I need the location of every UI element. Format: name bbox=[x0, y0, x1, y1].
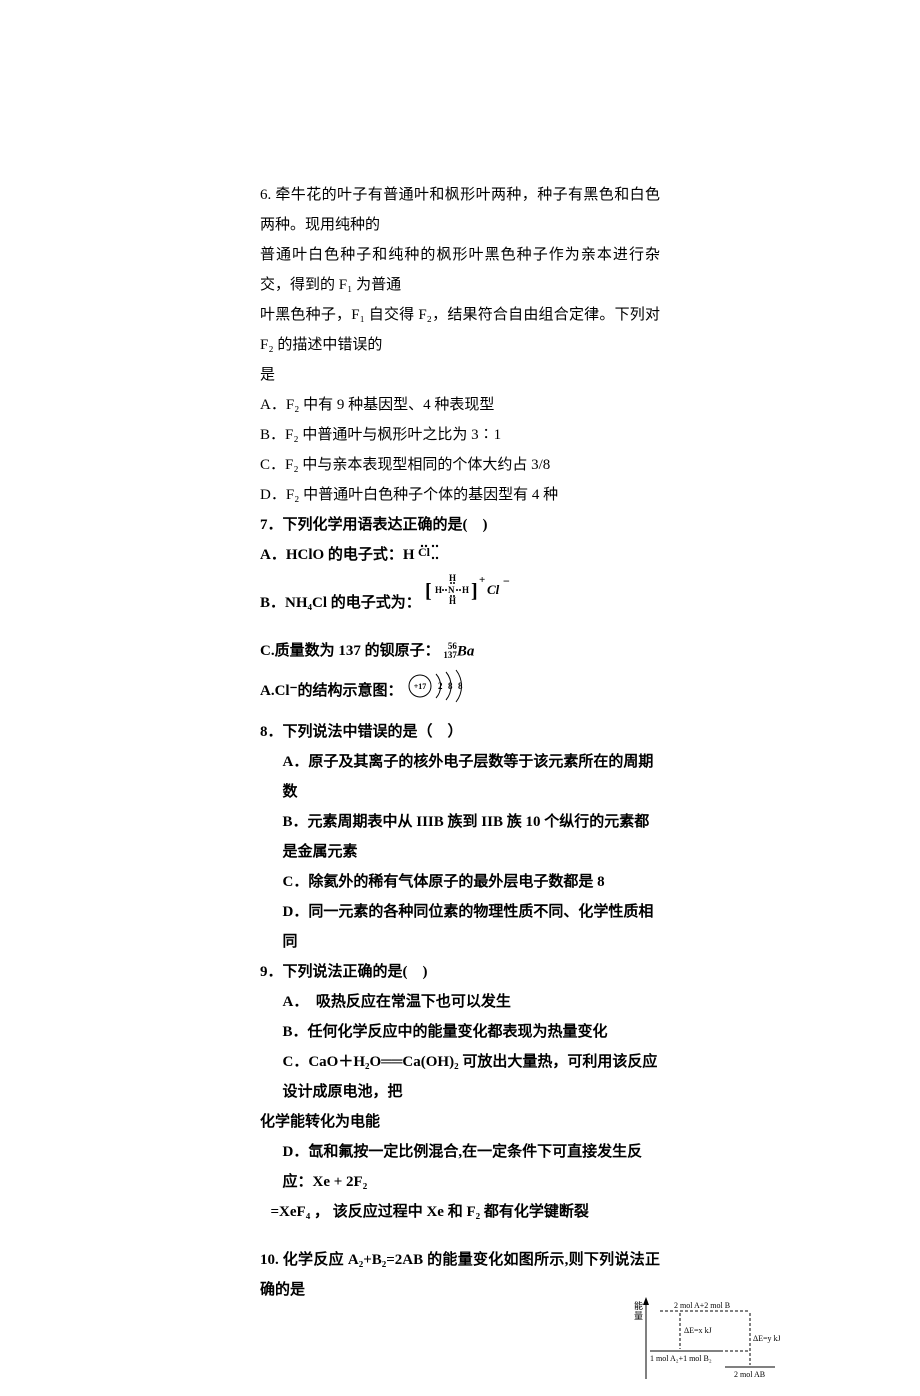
svg-text:8: 8 bbox=[458, 681, 463, 691]
q9-opt-d-2: =XeF₄ ， 该反应过程中 Xe 和 F₂ 都有化学键断裂 bbox=[260, 1197, 660, 1227]
q6-stem-2: 普通叶白色种子和纯种的枫形叶黑色种子作为亲本进行杂交，得到的 F₁ 为普通 bbox=[260, 240, 660, 300]
svg-text:1 mol A₂+1 mol B₂: 1 mol A₂+1 mol B₂ bbox=[650, 1354, 712, 1363]
svg-text:能: 能 bbox=[634, 1300, 643, 1311]
nh4cl-formula-icon: [ H H N H H ] + Cl − bbox=[425, 571, 535, 607]
isotope-element: Ba bbox=[457, 643, 475, 659]
q8-opt-c: C．除氦外的稀有气体原子的最外层电子数都是 8 bbox=[260, 867, 660, 897]
svg-text:Cl: Cl bbox=[418, 545, 431, 559]
q6-stem-1: 6. 牵牛花的叶子有普通叶和枫形叶两种，种子有黑色和白色两种。现用纯种的 bbox=[260, 180, 660, 240]
q9-stem: 9．下列说法正确的是( ) bbox=[260, 957, 660, 987]
q6-opt-b: B．F₂ 中普通叶与枫形叶之比为 3∶1 bbox=[260, 420, 660, 450]
svg-text:H: H bbox=[449, 573, 456, 583]
q7-opt-b-text: B．NH₄Cl 的电子式为： bbox=[260, 595, 421, 611]
q6-opt-a: A．F₂ 中有 9 种基因型、4 种表现型 bbox=[260, 390, 660, 420]
q6-stem-3: 叶黑色种子，F₁ 自交得 F₂，结果符合自由组合定律。下列对 F₂ 的描述中错误… bbox=[260, 300, 660, 360]
q7-stem: 7．下列化学用语表达正确的是( ) bbox=[260, 510, 660, 540]
q7-opt-d: A.Cl⁻的结构示意图： +17 2 8 8 bbox=[260, 666, 660, 717]
svg-text:H: H bbox=[435, 585, 442, 595]
svg-text:Cl: Cl bbox=[487, 582, 500, 597]
svg-text:量: 量 bbox=[634, 1311, 643, 1321]
q8-stem: 8．下列说法中错误的是（ ） bbox=[260, 717, 660, 747]
isotope-num: 137 bbox=[443, 650, 457, 660]
q9-opt-b: B．任何化学反应中的能量变化都表现为热量变化 bbox=[260, 1017, 660, 1047]
q9-opt-d-1: D．氙和氟按一定比例混合,在一定条件下可直接发生反应：Xe + 2F₂ bbox=[260, 1137, 660, 1197]
svg-text:ΔE=x kJ: ΔE=x kJ bbox=[684, 1326, 712, 1335]
atom-structure-icon: +17 2 8 8 bbox=[406, 666, 468, 717]
svg-text:2: 2 bbox=[438, 681, 443, 691]
q6-opt-d: D．F₂ 中普通叶白色种子个体的基因型有 4 种 bbox=[260, 480, 660, 510]
q8-opt-d: D．同一元素的各种同位素的物理性质不同、化学性质相同 bbox=[260, 897, 660, 957]
q6-opt-c: C．F₂ 中与亲本表现型相同的个体大约占 3/8 bbox=[260, 450, 660, 480]
q6-stem-4: 是 bbox=[260, 360, 660, 390]
svg-text:+17: +17 bbox=[414, 682, 427, 691]
svg-text:2 mol A+2 mol B: 2 mol A+2 mol B bbox=[674, 1301, 730, 1310]
energy-diagram: 能量 2 mol A+2 mol B 1 mol A₂+1 mol B₂ 2 mol … bbox=[630, 1295, 780, 1396]
svg-text:[: [ bbox=[425, 580, 432, 602]
svg-text:ΔE=y kJ: ΔE=y kJ bbox=[753, 1334, 780, 1343]
q7-opt-b: B．NH₄Cl 的电子式为： [ H H N H H ] + Cl − bbox=[260, 571, 660, 618]
isotope-symbol: 56 137 Ba bbox=[443, 636, 474, 667]
q7-opt-c-text: C.质量数为 137 的钡原子： bbox=[260, 643, 440, 659]
q7-opt-a-text: A．HClO 的电子式：H bbox=[260, 547, 415, 563]
svg-text:]: ] bbox=[471, 580, 478, 602]
q9-opt-a: A． 吸热反应在常温下也可以发生 bbox=[260, 987, 660, 1017]
svg-text:+: + bbox=[479, 574, 485, 586]
q10-stem: 10. 化学反应 A₂+B₂=2AB 的能量变化如图所示,则下列说法正确的是 bbox=[260, 1245, 660, 1305]
q7-opt-c: C.质量数为 137 的钡原子： 56 137 Ba bbox=[260, 636, 660, 667]
q7-opt-d-text: A.Cl⁻的结构示意图： bbox=[260, 683, 403, 699]
q7-opt-a: A．HClO 的电子式：H Cl bbox=[260, 540, 660, 571]
electron-dot-icon: Cl bbox=[418, 541, 446, 571]
svg-text:H: H bbox=[449, 596, 456, 606]
svg-text:8: 8 bbox=[448, 681, 453, 691]
svg-text:H: H bbox=[462, 585, 469, 595]
q8-opt-a: A．原子及其离子的核外电子层数等于该元素所在的周期数 bbox=[260, 747, 660, 807]
svg-text:N: N bbox=[448, 585, 455, 595]
svg-text:2 mol AB: 2 mol AB bbox=[734, 1370, 765, 1379]
svg-text:−: − bbox=[503, 574, 510, 588]
q8-opt-b: B．元素周期表中从 IIIB 族到 IIB 族 10 个纵行的元素都是金属元素 bbox=[260, 807, 660, 867]
q9-opt-c-1: C．CaO＋H₂O══Ca(OH)₂ 可放出大量热，可利用该反应设计成原电池，把 bbox=[260, 1047, 660, 1107]
q9-opt-c-2: 化学能转化为电能 bbox=[260, 1107, 660, 1137]
